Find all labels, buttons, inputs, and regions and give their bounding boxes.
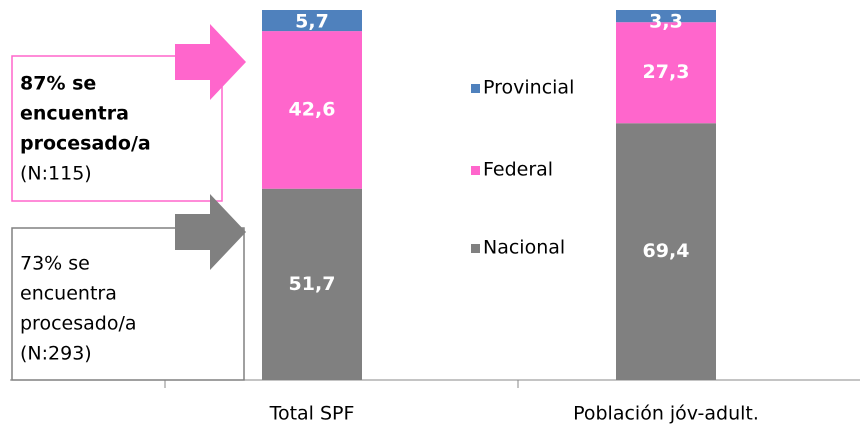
value-label: 51,7: [289, 273, 336, 295]
value-label: 42,6: [289, 98, 336, 120]
x-tick-label: Total SPF: [269, 403, 355, 425]
x-tick-label: Población jóv-adult.: [573, 403, 759, 425]
legend-swatch: [471, 244, 480, 253]
annotation-text: procesado/a: [20, 133, 151, 155]
annotation-text: 87% se: [20, 73, 96, 95]
legend-label: Federal: [483, 159, 553, 181]
value-label: 69,4: [643, 240, 690, 262]
legend-label: Nacional: [483, 237, 565, 259]
bar-segment: [262, 31, 362, 189]
bar-segment: [262, 10, 362, 32]
annotation-text: 73% se: [20, 253, 90, 275]
arrow: [175, 24, 246, 100]
annotation-box: [11, 227, 245, 381]
arrow: [175, 194, 246, 270]
annotation-text: encuentra: [20, 103, 129, 125]
bar-segment: [616, 22, 716, 124]
annotation-text: (N:115): [20, 163, 92, 185]
bar-segment: [616, 123, 716, 380]
bar-segment: [616, 10, 716, 23]
value-label: 5,7: [295, 11, 329, 33]
legend-label: Provincial: [483, 77, 574, 99]
value-label: 27,3: [643, 61, 690, 83]
legend-swatch: [471, 166, 480, 175]
annotation-box: [11, 55, 223, 202]
annotation-text: encuentra: [20, 283, 117, 305]
bar-segment: [262, 188, 362, 380]
legend-swatch: [471, 84, 480, 93]
annotation-text: (N:293): [20, 343, 92, 365]
annotation-text: procesado/a: [20, 313, 137, 335]
value-label: 3,3: [649, 11, 683, 33]
